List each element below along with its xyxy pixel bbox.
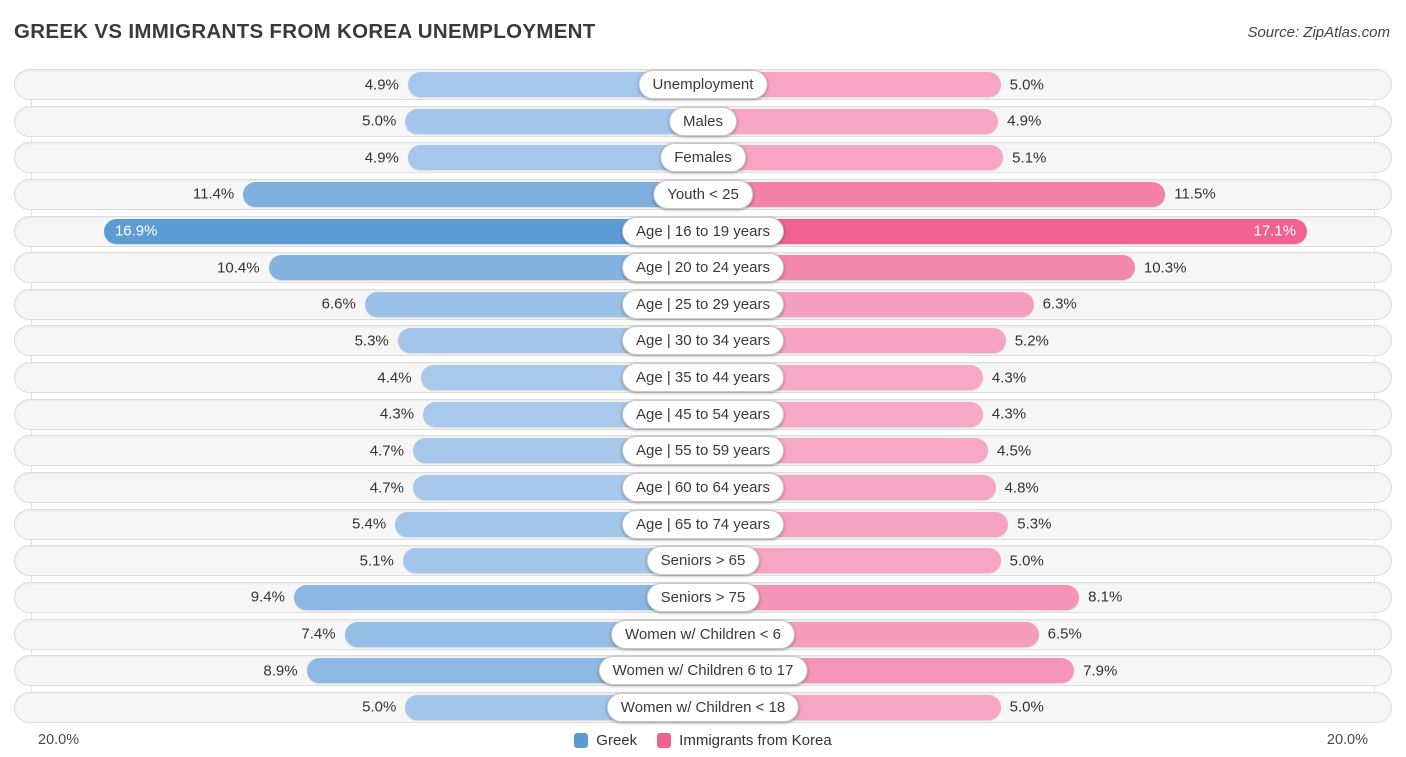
chart-row-4: 11.4% 11.5% Youth < 25 <box>14 178 1392 210</box>
greek-value-label: 5.0% <box>362 698 397 716</box>
korea-value-label: 4.9% <box>1007 112 1042 130</box>
chart-row-12: 4.7% 4.8% Age | 60 to 64 years <box>14 472 1392 504</box>
category-label: Women w/ Children 6 to 17 <box>598 656 808 686</box>
korea-bar <box>703 145 1004 171</box>
greek-value-label: 8.9% <box>263 662 298 680</box>
category-label: Age | 30 to 34 years <box>622 326 784 356</box>
category-label: Women w/ Children < 18 <box>606 692 800 722</box>
greek-bar <box>405 108 703 134</box>
korea-bar <box>703 108 999 134</box>
korea-value-label: 4.3% <box>991 369 1027 387</box>
legend-swatch-icon <box>574 732 589 748</box>
category-label: Youth < 25 <box>653 179 753 209</box>
greek-value-label: 9.4% <box>250 588 285 606</box>
chart-footer: 20.0% Greek Immigrants from Korea 20.0% <box>0 723 1406 757</box>
korea-value-label: 5.0% <box>1009 552 1044 570</box>
chart-title: GREEK VS IMMIGRANTS FROM KOREA UNEMPLOYM… <box>14 20 596 43</box>
korea-value-label: 4.8% <box>1004 479 1039 497</box>
category-label: Age | 20 to 24 years <box>622 253 784 283</box>
korea-value-label: 6.5% <box>1047 625 1082 643</box>
greek-value-label: 6.6% <box>321 295 356 313</box>
chart-row-11: 4.7% 4.5% Age | 55 to 59 years <box>14 435 1392 467</box>
chart-row-18: 5.0% 5.0% Women w/ Children < 18 <box>14 691 1392 723</box>
korea-value-label: 5.2% <box>1014 332 1049 350</box>
korea-value-label: 4.5% <box>996 442 1032 460</box>
axis-max-label-right: 20.0% <box>1326 732 1368 748</box>
gridline-left <box>30 69 32 723</box>
greek-value-label: 5.3% <box>354 332 389 350</box>
greek-value-label: 10.4% <box>217 259 260 277</box>
axis-max-label-left: 20.0% <box>38 732 80 748</box>
greek-bar <box>103 218 703 244</box>
korea-value-label: 11.5% <box>1174 185 1216 203</box>
korea-value-label: 10.3% <box>1143 259 1187 277</box>
chart-row-17: 8.9% 7.9% Women w/ Children 6 to 17 <box>14 655 1392 687</box>
korea-value-label: 4.3% <box>991 405 1027 423</box>
greek-value-label: 4.9% <box>364 149 399 167</box>
greek-value-label: 4.7% <box>369 479 404 497</box>
korea-value-label: 5.3% <box>1017 515 1052 533</box>
source-credit: Source: ZipAtlas.com <box>1247 24 1390 41</box>
category-label: Seniors > 65 <box>646 546 760 576</box>
gridline-right <box>1374 69 1376 723</box>
chart-row-7: 6.6% 6.3% Age | 25 to 29 years <box>14 288 1392 320</box>
greek-value-label: 7.4% <box>301 625 336 643</box>
greek-bar <box>293 584 703 610</box>
category-label: Males <box>668 106 738 136</box>
korea-value-label: 6.3% <box>1042 295 1077 313</box>
chart-row-2: 5.0% 4.9% Males <box>14 105 1392 137</box>
korea-bar <box>703 218 1308 244</box>
korea-value-label: 7.9% <box>1083 662 1118 680</box>
chart-row-10: 4.3% 4.3% Age | 45 to 54 years <box>14 398 1392 430</box>
chart-row-6: 10.4% 10.3% Age | 20 to 24 years <box>14 252 1392 284</box>
chart-row-16: 7.4% 6.5% Women w/ Children < 6 <box>14 618 1392 650</box>
legend-label: Greek <box>596 731 638 749</box>
korea-bar <box>703 181 1166 207</box>
korea-bar <box>703 584 1080 610</box>
korea-value-label: 5.0% <box>1009 698 1044 716</box>
korea-value-label: 5.0% <box>1009 76 1044 93</box>
greek-value-label: 5.1% <box>359 552 394 570</box>
category-label: Age | 35 to 44 years <box>622 363 784 393</box>
category-label: Age | 65 to 74 years <box>622 509 784 539</box>
greek-value-label: 5.4% <box>352 515 387 533</box>
chart-row-1: 4.9% 5.0% Unemployment <box>14 69 1392 100</box>
category-label: Age | 16 to 19 years <box>622 216 784 246</box>
greek-value-label: 16.9% <box>114 222 158 240</box>
greek-value-label: 11.4% <box>192 185 235 203</box>
greek-value-label: 4.3% <box>379 405 415 423</box>
category-label: Age | 55 to 59 years <box>622 436 784 466</box>
greek-bar <box>407 145 703 171</box>
chart-row-8: 5.3% 5.2% Age | 30 to 34 years <box>14 325 1392 357</box>
chart-row-9: 4.4% 4.3% Age | 35 to 44 years <box>14 362 1392 394</box>
chart-row-14: 5.1% 5.0% Seniors > 65 <box>14 545 1392 577</box>
greek-value-label: 4.9% <box>364 76 399 93</box>
category-label: Age | 25 to 29 years <box>622 289 784 319</box>
korea-value-label: 5.1% <box>1012 149 1047 167</box>
chart-row-13: 5.4% 5.3% Age | 65 to 74 years <box>14 508 1392 540</box>
chart-row-3: 4.9% 5.1% Females <box>14 142 1392 174</box>
chart-rows-area: 4.9% 5.0% Unemployment 5.0% 4.9% Males 4… <box>14 69 1392 723</box>
greek-bar <box>243 181 703 207</box>
greek-value-label: 4.7% <box>369 442 404 460</box>
korea-value-label: 17.1% <box>1253 222 1297 240</box>
legend-label: Immigrants from Korea <box>679 731 832 749</box>
category-label: Unemployment <box>638 70 768 99</box>
legend-swatch-icon <box>657 732 672 748</box>
korea-value-label: 8.1% <box>1088 588 1123 606</box>
chart-row-15: 9.4% 8.1% Seniors > 75 <box>14 581 1392 613</box>
greek-value-label: 5.0% <box>362 112 397 130</box>
legend: Greek Immigrants from Korea <box>574 732 832 749</box>
category-label: Women w/ Children < 6 <box>610 619 796 649</box>
category-label: Females <box>660 143 746 173</box>
greek-value-label: 4.4% <box>377 369 412 387</box>
legend-item-greek: Greek <box>574 732 637 749</box>
legend-item-korea: Immigrants from Korea <box>657 732 832 749</box>
chart-header: GREEK VS IMMIGRANTS FROM KOREA UNEMPLOYM… <box>0 0 1406 69</box>
category-label: Age | 60 to 64 years <box>622 473 784 503</box>
category-label: Seniors > 75 <box>646 582 760 612</box>
category-label: Age | 45 to 54 years <box>622 399 784 429</box>
chart-row-5: 16.9% 17.1% Age | 16 to 19 years <box>14 215 1392 247</box>
